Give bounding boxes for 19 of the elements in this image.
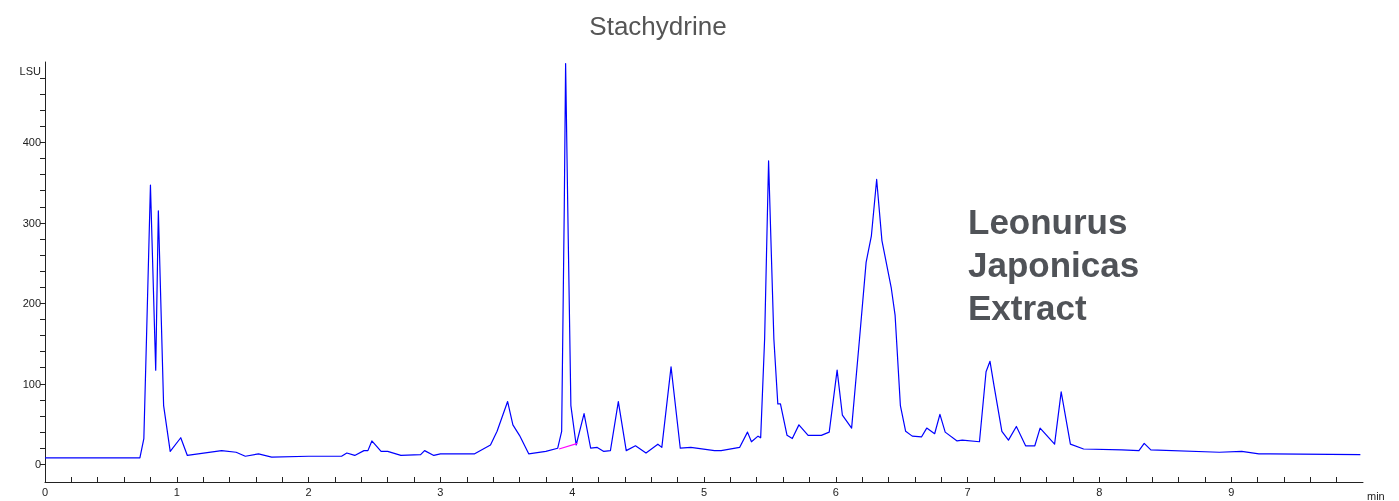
- y-tick-label: 100: [22, 377, 41, 390]
- x-tick-label: 5: [700, 485, 708, 498]
- x-tick-label: 8: [1096, 485, 1103, 498]
- annotation: Leonurus Japonicas Extract: [968, 202, 1149, 327]
- x-tick-label: 1: [173, 485, 180, 498]
- x-tick-label: 7: [964, 485, 971, 498]
- y-tick-label: 300: [22, 216, 41, 229]
- y-tick-label: 400: [22, 136, 41, 149]
- x-tick-label: 9: [1228, 485, 1235, 498]
- x-tick-label: 4: [569, 485, 576, 498]
- x-axis-title: min: [1367, 489, 1385, 501]
- chart-title: Stachydrine: [589, 11, 727, 41]
- x-tick-label: 2: [305, 485, 312, 498]
- x-tick-label: 3: [437, 485, 444, 498]
- y-tick-label: 200: [22, 297, 41, 310]
- line-series: [44, 63, 1361, 459]
- x-tick-label: 0: [41, 485, 49, 498]
- y-axis-title: LSU: [19, 64, 42, 77]
- x-tick-label: 6: [832, 485, 839, 498]
